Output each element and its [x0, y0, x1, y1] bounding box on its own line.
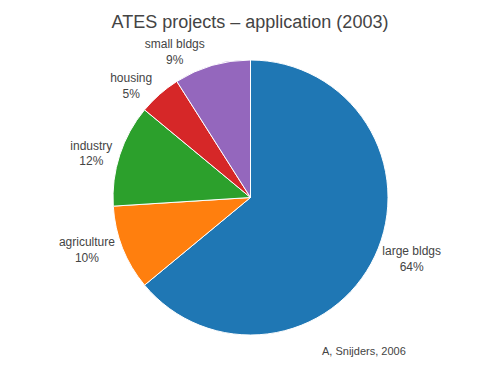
svg-text:industry12%: industry12%: [70, 139, 112, 169]
svg-text:agriculture10%: agriculture10%: [59, 235, 115, 265]
svg-text:A, Snijders, 2006: A, Snijders, 2006: [322, 345, 406, 357]
svg-text:housing5%: housing5%: [110, 71, 152, 101]
svg-text:large bldgs64%: large bldgs64%: [382, 244, 441, 274]
svg-text:ATES projects – application (2: ATES projects – application (2003): [112, 12, 389, 32]
svg-text:small bldgs9%: small bldgs9%: [145, 37, 205, 67]
